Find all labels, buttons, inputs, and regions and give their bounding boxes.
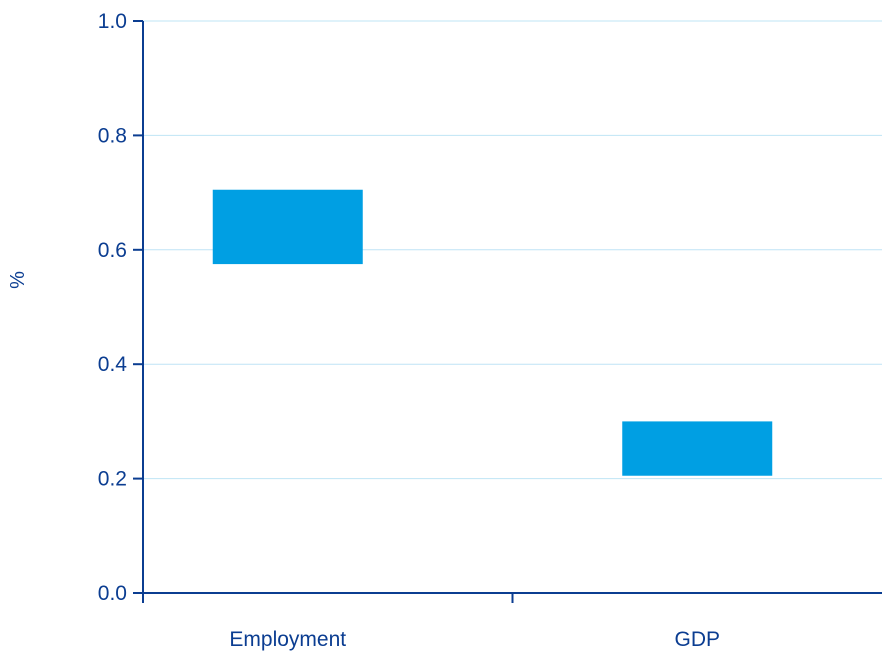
- y-tick-label: 0.8: [98, 124, 127, 147]
- y-tick-label: 0.2: [98, 468, 127, 491]
- y-tick-label: 0.4: [98, 353, 128, 376]
- labels-layer: 0.0 0.2 0.4 0.6 0.8 1.0 Employment GDP: [98, 10, 720, 651]
- axes-layer: [142, 21, 882, 603]
- range-bar-gdp: [622, 421, 773, 476]
- y-tick-label: 1.0: [98, 10, 127, 33]
- x-tick-label: GDP: [674, 628, 720, 651]
- x-tick-label: Employment: [229, 628, 346, 651]
- y-tick-label: 0.6: [98, 239, 127, 262]
- range-bar-employment: [212, 189, 363, 265]
- y-tick-label: 0.0: [98, 582, 127, 605]
- y-axis-title: %: [7, 271, 29, 289]
- bars-layer: [212, 189, 773, 476]
- ticks-layer: [133, 20, 514, 603]
